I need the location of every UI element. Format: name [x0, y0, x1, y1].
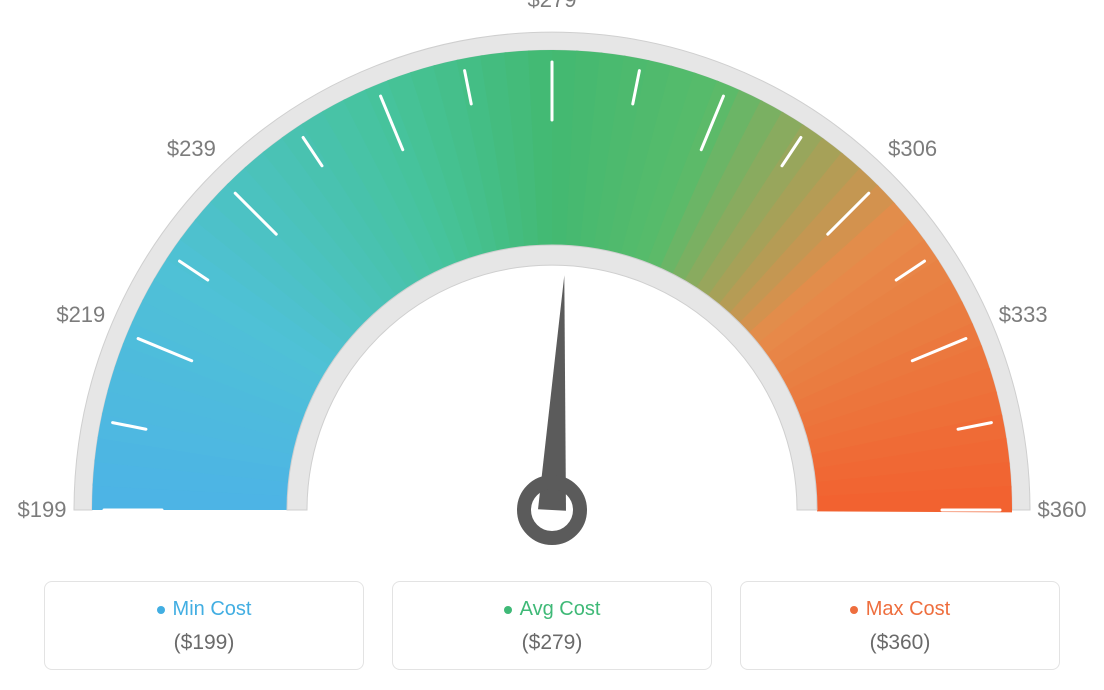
- legend-max-value: ($360): [741, 631, 1059, 655]
- gauge-svg: [0, 0, 1104, 560]
- gauge-scale-label: $360: [1038, 497, 1087, 523]
- legend-avg: Avg Cost ($279): [392, 581, 712, 670]
- gauge-scale-label: $279: [528, 0, 577, 13]
- gauge-scale-label: $199: [18, 497, 67, 523]
- legend-min-label: Min Cost: [157, 598, 252, 621]
- legend-row: Min Cost ($199) Avg Cost ($279) Max Cost…: [0, 581, 1104, 670]
- gauge-scale-label: $219: [56, 302, 105, 328]
- gauge-scale-label: $333: [999, 302, 1048, 328]
- legend-avg-value: ($279): [393, 631, 711, 655]
- legend-max-label: Max Cost: [850, 598, 950, 621]
- gauge: $199 $219 $239 $279 $306 $333 $360: [0, 0, 1104, 560]
- gauge-scale-label: $306: [888, 136, 937, 162]
- legend-min: Min Cost ($199): [44, 581, 364, 670]
- chart-container: $199 $219 $239 $279 $306 $333 $360 Min Cost ($…: [0, 0, 1104, 690]
- legend-max: Max Cost ($360): [740, 581, 1060, 670]
- legend-avg-label: Avg Cost: [504, 598, 601, 621]
- gauge-scale-label: $239: [167, 136, 216, 162]
- legend-min-value: ($199): [45, 631, 363, 655]
